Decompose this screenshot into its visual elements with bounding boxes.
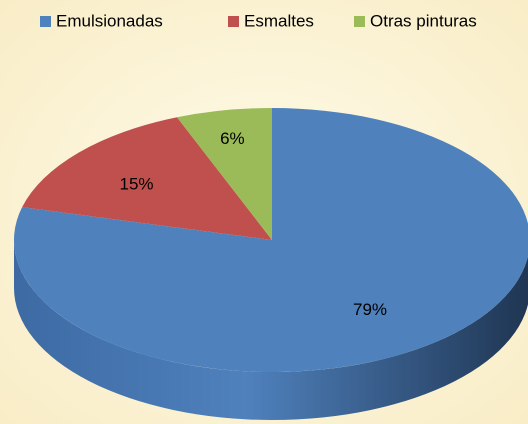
legend-label: Otras pinturas [370, 11, 477, 30]
data-label: 6% [220, 129, 245, 148]
legend-label: Emulsionadas [56, 11, 163, 30]
data-label: 15% [120, 174, 154, 193]
slice [14, 108, 528, 372]
legend-swatch [228, 16, 239, 27]
slice [22, 117, 272, 240]
legend-label: Esmaltes [244, 11, 314, 30]
legend-swatch [354, 16, 365, 27]
data-label: 79% [353, 300, 387, 319]
legend-swatch [40, 16, 51, 27]
slice-side [14, 240, 528, 420]
slice [177, 108, 272, 240]
